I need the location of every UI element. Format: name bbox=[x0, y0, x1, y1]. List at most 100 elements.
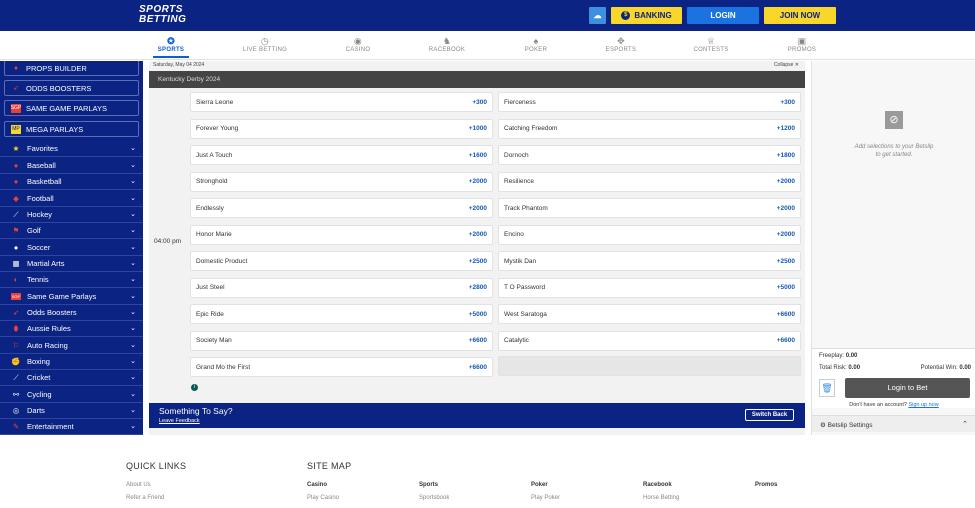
runner-bet-cell[interactable]: Honor Marie +2000 bbox=[190, 224, 493, 245]
runner-bet-cell[interactable]: Endlessly +2000 bbox=[190, 198, 493, 218]
sidebar-item-baseball[interactable]: ● Baseball ⌄ bbox=[0, 158, 143, 174]
freeplay-label: Freeplay: bbox=[819, 353, 845, 359]
play-casino-link[interactable]: Play Casino bbox=[307, 495, 340, 501]
runner-odds: +2000 bbox=[468, 178, 487, 185]
sidebar-item-cycling[interactable]: ⚯ Cycling ⌄ bbox=[0, 387, 143, 403]
runner-odds: +1200 bbox=[776, 125, 795, 132]
runner-odds: +1800 bbox=[776, 151, 795, 159]
promo-odds-boosters[interactable]: ➶ ODDS BOOSTERS bbox=[4, 80, 139, 96]
nav-contests[interactable]: ♕ CONTESTS bbox=[671, 36, 751, 53]
info-icon[interactable]: i bbox=[191, 384, 198, 391]
horse-betting-link[interactable]: Horse Betting bbox=[643, 495, 680, 501]
login-button[interactable]: LOGIN bbox=[687, 7, 759, 24]
sidebar-item-hockey[interactable]: ⟋ Hockey ⌄ bbox=[0, 207, 143, 223]
collapse-toggle[interactable]: Collapse ✕ bbox=[774, 62, 799, 68]
nav-live-betting[interactable]: ◷ LIVE BETTING bbox=[225, 36, 305, 53]
refer-friend-link[interactable]: Refer a Friend bbox=[126, 495, 165, 501]
runner-bet-cell[interactable]: Fierceness +300 bbox=[498, 92, 801, 112]
runner-odds: +300 bbox=[472, 98, 487, 106]
total-risk-value: 0.00 bbox=[848, 365, 861, 371]
chevron-down-icon: ⌄ bbox=[130, 325, 136, 332]
basketball-icon: ● bbox=[13, 177, 19, 186]
betslip-empty-line-1: Add selections to your Betslip bbox=[854, 144, 934, 150]
sidebar-item-martial-arts[interactable]: ▦ Martial Arts ⌄ bbox=[0, 256, 143, 272]
sidebar-item-aussie-rules[interactable]: ⬮ Aussie Rules ⌄ bbox=[0, 321, 143, 337]
chevron-down-icon: ⌄ bbox=[130, 374, 136, 381]
runner-bet-cell[interactable]: Just Steel +2800 bbox=[190, 277, 493, 298]
close-icon: ✕ bbox=[794, 62, 799, 68]
cloud-button[interactable]: ☁ bbox=[589, 7, 606, 24]
login-to-bet-button[interactable]: Login to Bet bbox=[845, 378, 970, 398]
sidebar-item-tennis[interactable]: ◐ Tennis ⌄ bbox=[0, 272, 143, 288]
switch-back-button[interactable]: Switch Back bbox=[745, 409, 794, 421]
runner-bet-cell[interactable]: Dornoch +1800 bbox=[498, 145, 801, 165]
trophy-icon: ♕ bbox=[706, 36, 716, 46]
sidebar-item-odds-boosters[interactable]: ➶ Odds Boosters ⌄ bbox=[0, 305, 143, 321]
sidebar-item-same-game-parlays[interactable]: SGP Same Game Parlays ⌄ bbox=[0, 289, 143, 305]
nav-label: CASINO bbox=[345, 47, 371, 53]
runner-bet-cell[interactable]: Encino +2000 bbox=[498, 224, 801, 245]
sidebar-item-soccer[interactable]: ● Soccer ⌄ bbox=[0, 240, 143, 256]
nav-casino[interactable]: ◉ CASINO bbox=[318, 36, 398, 53]
sportsbook-link[interactable]: Sportsbook bbox=[419, 495, 450, 501]
runner-bet-cell[interactable]: Epic Ride +5000 bbox=[190, 304, 493, 324]
about-us-link[interactable]: About Us bbox=[126, 482, 151, 488]
sidebar-item-darts[interactable]: ◎ Darts ⌄ bbox=[0, 403, 143, 419]
runner-bet-cell[interactable]: Just A Touch +1600 bbox=[190, 145, 493, 165]
runner-bet-cell[interactable]: Domestic Product +2500 bbox=[190, 251, 493, 271]
promo-props-builder[interactable]: ● PROPS BUILDER bbox=[4, 61, 139, 76]
gift-icon: ▣ bbox=[797, 36, 807, 46]
total-risk-row: Total Risk: 0.00 bbox=[819, 365, 860, 371]
nav-esports[interactable]: ✥ ESPORTS bbox=[581, 36, 661, 53]
sitemap-sports-title: Sports bbox=[419, 482, 439, 488]
aussie-rules-icon: ⬮ bbox=[13, 323, 19, 333]
chevron-down-icon: ⌄ bbox=[130, 244, 136, 251]
sidebar-item-boxing[interactable]: ✊ Boxing ⌄ bbox=[0, 354, 143, 370]
play-poker-link[interactable]: Play Poker bbox=[531, 495, 561, 501]
betslip-settings-bar[interactable]: ⚙ Betslip Settings ⌃ bbox=[812, 415, 975, 432]
promo-same-game-parlays[interactable]: SGP SAME GAME PARLAYS bbox=[4, 100, 139, 116]
nav-sports[interactable]: ✪ SPORTS bbox=[131, 36, 211, 58]
site-map-heading: SITE MAP bbox=[307, 461, 352, 471]
trash-icon[interactable]: 🗑 bbox=[819, 379, 835, 397]
main-content: Saturday, May 04 2024 Collapse ✕ Kentuck… bbox=[149, 61, 805, 435]
entertainment-icon: ✎ bbox=[12, 422, 20, 431]
runner-name: Stronghold bbox=[196, 178, 228, 185]
runner-bet-cell[interactable]: West Saratoga +6600 bbox=[498, 304, 801, 324]
nav-poker[interactable]: ♠ POKER bbox=[496, 36, 576, 53]
sign-up-link[interactable]: Sign up now bbox=[908, 402, 939, 408]
runner-bet-cell[interactable]: Society Man +6600 bbox=[190, 330, 493, 351]
sidebar-item-favorites[interactable]: ★ Favorites ⌄ bbox=[0, 141, 143, 157]
betslip-settings-label: Betslip Settings bbox=[827, 422, 873, 429]
runner-bet-cell[interactable]: Resilience +2000 bbox=[498, 171, 801, 192]
sidebar-item-basketball[interactable]: ● Basketball ⌄ bbox=[0, 174, 143, 190]
runner-bet-cell[interactable]: Sierra Leone +300 bbox=[190, 92, 493, 112]
chevron-down-icon: ⌄ bbox=[130, 211, 136, 218]
runner-bet-cell[interactable]: Track Phantom +2000 bbox=[498, 198, 801, 218]
runner-odds: +6600 bbox=[468, 337, 487, 344]
banking-button[interactable]: $ BANKING bbox=[611, 7, 682, 24]
race-time: 04:00 pm bbox=[154, 238, 182, 245]
total-risk-label: Total Risk: bbox=[819, 365, 847, 371]
runner-bet-cell[interactable]: Catching Freedom +1200 bbox=[498, 118, 801, 139]
runner-bet-cell[interactable]: Forever Young +1000 bbox=[190, 118, 493, 139]
runner-bet-cell[interactable]: Mystik Dan +2500 bbox=[498, 251, 801, 271]
chevron-down-icon: ⌄ bbox=[130, 178, 136, 185]
leave-feedback-link[interactable]: Leave Feedback bbox=[159, 418, 200, 424]
sidebar-item-football[interactable]: ◆ Football ⌄ bbox=[0, 191, 143, 207]
sidebar-item-cricket[interactable]: ⟋ Cricket ⌄ bbox=[0, 370, 143, 386]
join-now-button[interactable]: JOIN NOW bbox=[764, 7, 836, 24]
runner-bet-cell[interactable]: Stronghold +2000 bbox=[190, 171, 493, 192]
promo-mega-parlays[interactable]: MP MEGA PARLAYS bbox=[4, 121, 139, 137]
sidebar-item-entertainment[interactable]: ✎ Entertainment ⌄ bbox=[0, 419, 143, 435]
nav-racebook[interactable]: ♞ RACEBOOK bbox=[407, 36, 487, 53]
sidebar-item-label: Same Game Parlays bbox=[27, 292, 97, 301]
nav-promos[interactable]: ▣ PROMOS bbox=[762, 36, 842, 53]
sportsbetting-logo[interactable]: SPORTS BETTING bbox=[139, 5, 201, 27]
sidebar-item-auto-racing[interactable]: ⚐ Auto Racing ⌄ bbox=[0, 338, 143, 354]
chevron-down-icon: ⌄ bbox=[130, 195, 136, 202]
sidebar-item-golf[interactable]: ⚑ Golf ⌄ bbox=[0, 223, 143, 239]
runner-bet-cell[interactable]: Catalytic +6600 bbox=[498, 330, 801, 351]
runner-bet-cell[interactable]: Grand Mo the First +6600 bbox=[190, 357, 493, 377]
runner-bet-cell[interactable]: T O Password +5000 bbox=[498, 277, 801, 298]
